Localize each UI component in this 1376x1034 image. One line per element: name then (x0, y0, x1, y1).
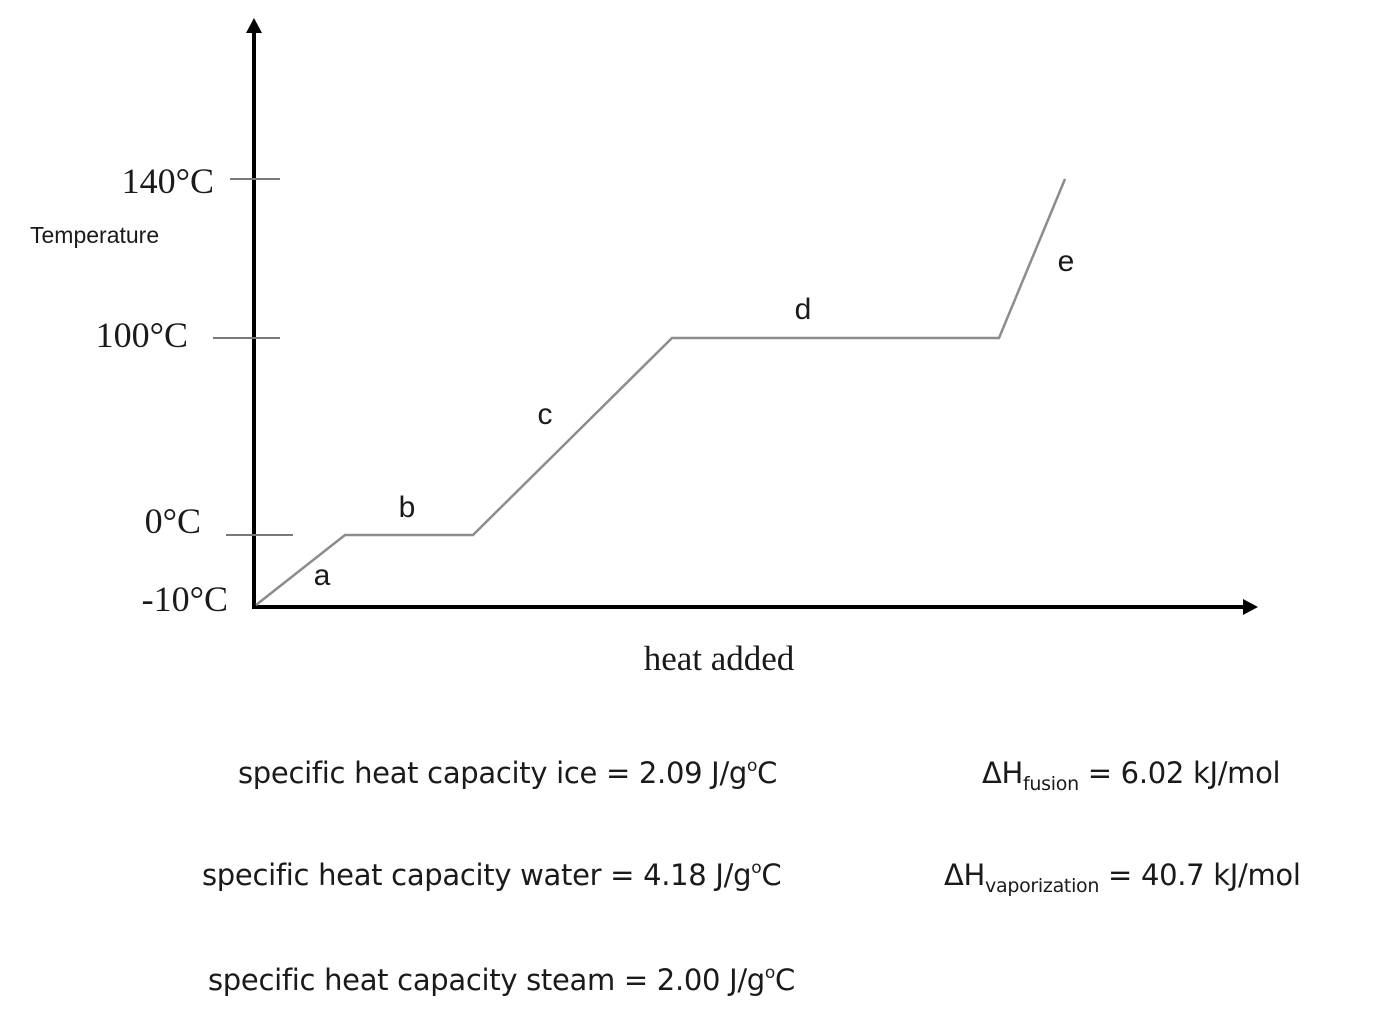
vaporization-subscript: vaporization (985, 875, 1100, 897)
constant-fusion: ΔHfusion = 6.02 kJ/mol (982, 756, 1281, 795)
delta-h-symbol: ΔH (982, 756, 1024, 790)
heating-curve-line (255, 178, 1067, 606)
x-axis-label: heat added (644, 639, 795, 678)
constant-ice: specific heat capacity ice = 2.09 J/goC (238, 756, 777, 790)
constant-water: specific heat capacity water = 4.18 J/go… (202, 858, 782, 892)
segment-label-d: d (795, 293, 812, 326)
segment-label-b: b (399, 491, 416, 524)
axes (246, 18, 1258, 615)
segment-label-a: a (314, 559, 331, 592)
y-ticks (213, 178, 293, 536)
constant-water-text: specific heat capacity water = 4.18 J/g (202, 858, 752, 892)
tick-label-140: 140°C (122, 161, 214, 201)
tick-label-100: 100°C (96, 315, 188, 355)
constant-vaporization-value: = 40.7 kJ/mol (1099, 858, 1301, 892)
y-axis-label: Temperature (30, 222, 159, 248)
degree-symbol: o (751, 858, 762, 878)
x-axis-arrow-icon (1243, 599, 1258, 615)
constant-steam-unit: C (775, 963, 795, 997)
segment-label-c: c (538, 398, 553, 431)
tick-label-0: 0°C (145, 501, 201, 541)
degree-symbol: o (747, 756, 758, 776)
constant-vaporization: ΔHvaporization = 40.7 kJ/mol (944, 858, 1301, 897)
constant-ice-unit: C (757, 756, 778, 790)
fusion-subscript: fusion (1023, 773, 1079, 795)
constant-ice-text: specific heat capacity ice = 2.09 J/g (238, 756, 748, 790)
constant-water-unit: C (761, 858, 782, 892)
degree-symbol: o (764, 963, 776, 983)
constant-steam: specific heat capacity steam = 2.00 J/go… (208, 963, 795, 997)
delta-h-symbol: ΔH (944, 858, 986, 892)
segment-label-e: e (1058, 245, 1075, 278)
y-axis-arrow-icon (246, 18, 262, 33)
constant-steam-text: specific heat capacity steam = 2.00 J/g (208, 963, 765, 997)
constant-fusion-value: = 6.02 kJ/mol (1078, 756, 1281, 790)
tick-label-minus10: -10°C (142, 579, 228, 619)
